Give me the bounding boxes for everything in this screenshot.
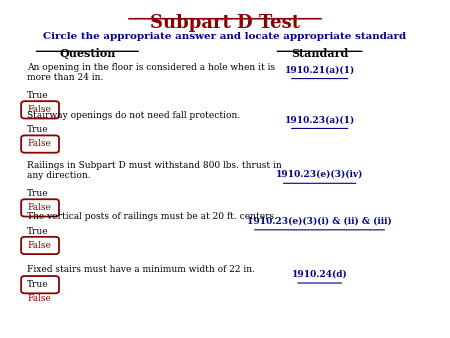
Text: 1910.23(e)(3)(iv): 1910.23(e)(3)(iv) [276,170,363,179]
Text: Standard: Standard [291,48,348,59]
Text: Circle the appropriate answer and locate appropriate standard: Circle the appropriate answer and locate… [44,32,406,41]
Text: 1910.21(a)(1): 1910.21(a)(1) [284,65,355,74]
Text: False: False [27,241,51,250]
Text: False: False [27,105,51,114]
Text: 1910.23(e)(3)(i) & (ii) & (iii): 1910.23(e)(3)(i) & (ii) & (iii) [247,217,392,225]
Text: True: True [27,227,49,236]
Text: True: True [27,125,49,135]
Text: False: False [27,294,51,303]
Text: The vertical posts of railings must be at 20 ft. centers.: The vertical posts of railings must be a… [27,212,277,221]
Text: True: True [27,91,49,100]
Text: 1910.23(a)(1): 1910.23(a)(1) [284,115,355,124]
Text: Question: Question [59,48,116,59]
Text: Stairway openings do not need fall protection.: Stairway openings do not need fall prote… [27,111,240,120]
Text: Railings in Subpart D must withstand 800 lbs. thrust in
any direction.: Railings in Subpart D must withstand 800… [27,161,282,180]
Text: False: False [27,139,51,148]
Text: False: False [27,203,51,212]
Text: Subpart D Test: Subpart D Test [150,15,300,32]
Text: An opening in the floor is considered a hole when it is
more than 24 in.: An opening in the floor is considered a … [27,63,275,82]
Text: Fixed stairs must have a minimum width of 22 in.: Fixed stairs must have a minimum width o… [27,265,255,274]
Text: 1910.24(d): 1910.24(d) [292,270,347,279]
Text: True: True [27,280,49,289]
Text: True: True [27,189,49,198]
